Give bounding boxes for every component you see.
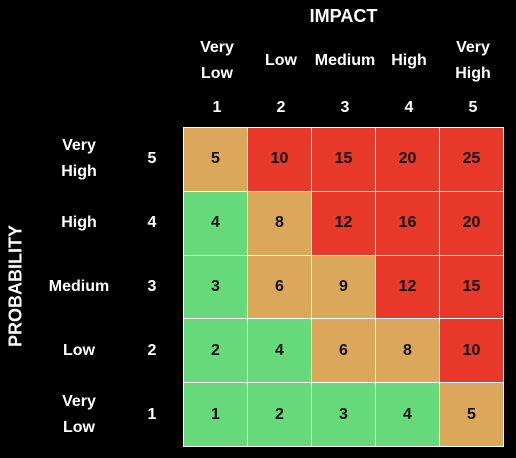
column-label-low: Low xyxy=(265,52,297,69)
matrix-cell: 4 xyxy=(184,191,247,255)
column-label-very-high: Very High xyxy=(455,39,491,82)
matrix-cell: 20 xyxy=(376,128,439,191)
row-number: 5 xyxy=(147,150,157,167)
row-label-very-high: Very High xyxy=(61,137,97,180)
matrix-cell: 9 xyxy=(312,255,375,319)
row-label-medium: Medium xyxy=(48,278,110,295)
matrix-cell: 6 xyxy=(312,319,375,383)
matrix-cell: 12 xyxy=(376,255,439,319)
column-number: 1 xyxy=(212,99,222,116)
matrix-cell: 10 xyxy=(248,128,311,191)
matrix-cell: 3 xyxy=(312,383,375,446)
matrix-cell: 8 xyxy=(376,319,439,383)
row-number: 4 xyxy=(147,214,157,231)
row-number: 2 xyxy=(147,342,157,359)
row-number: 3 xyxy=(147,278,157,295)
matrix-cell: 12 xyxy=(312,191,375,255)
matrix-cell: 5 xyxy=(184,128,247,191)
column-label-high: High xyxy=(391,52,427,69)
matrix-cell: 4 xyxy=(248,319,311,383)
matrix-cell: 2 xyxy=(184,319,247,383)
risk-matrix-grid: 5 10 15 20 25 4 8 12 16 20 3 6 9 12 15 2… xyxy=(183,127,504,447)
row-number: 1 xyxy=(147,406,157,423)
row-label-very-low: Very Low xyxy=(62,393,96,436)
row-label-low: Low xyxy=(63,342,95,359)
column-label-very-low: Very Low xyxy=(200,39,234,82)
matrix-cell: 6 xyxy=(248,255,311,319)
matrix-cell: 16 xyxy=(376,191,439,255)
matrix-cell: 3 xyxy=(184,255,247,319)
column-label-medium: Medium xyxy=(314,52,376,69)
matrix-cell: 15 xyxy=(440,255,503,319)
matrix-cell: 25 xyxy=(440,128,503,191)
matrix-cell: 4 xyxy=(376,383,439,446)
column-number: 5 xyxy=(468,99,478,116)
column-number: 3 xyxy=(340,99,350,116)
row-label-high: High xyxy=(61,214,97,231)
matrix-cell: 2 xyxy=(248,383,311,446)
matrix-cell: 1 xyxy=(184,383,247,446)
column-number: 2 xyxy=(276,99,286,116)
probability-axis-title: PROBABILITY xyxy=(5,224,26,348)
impact-axis-title: IMPACT xyxy=(309,6,378,26)
matrix-cell: 8 xyxy=(248,191,311,255)
column-number: 4 xyxy=(404,99,414,116)
matrix-cell: 5 xyxy=(440,383,503,446)
matrix-cell: 20 xyxy=(440,191,503,255)
matrix-cell: 15 xyxy=(312,128,375,191)
matrix-cell: 10 xyxy=(440,319,503,383)
